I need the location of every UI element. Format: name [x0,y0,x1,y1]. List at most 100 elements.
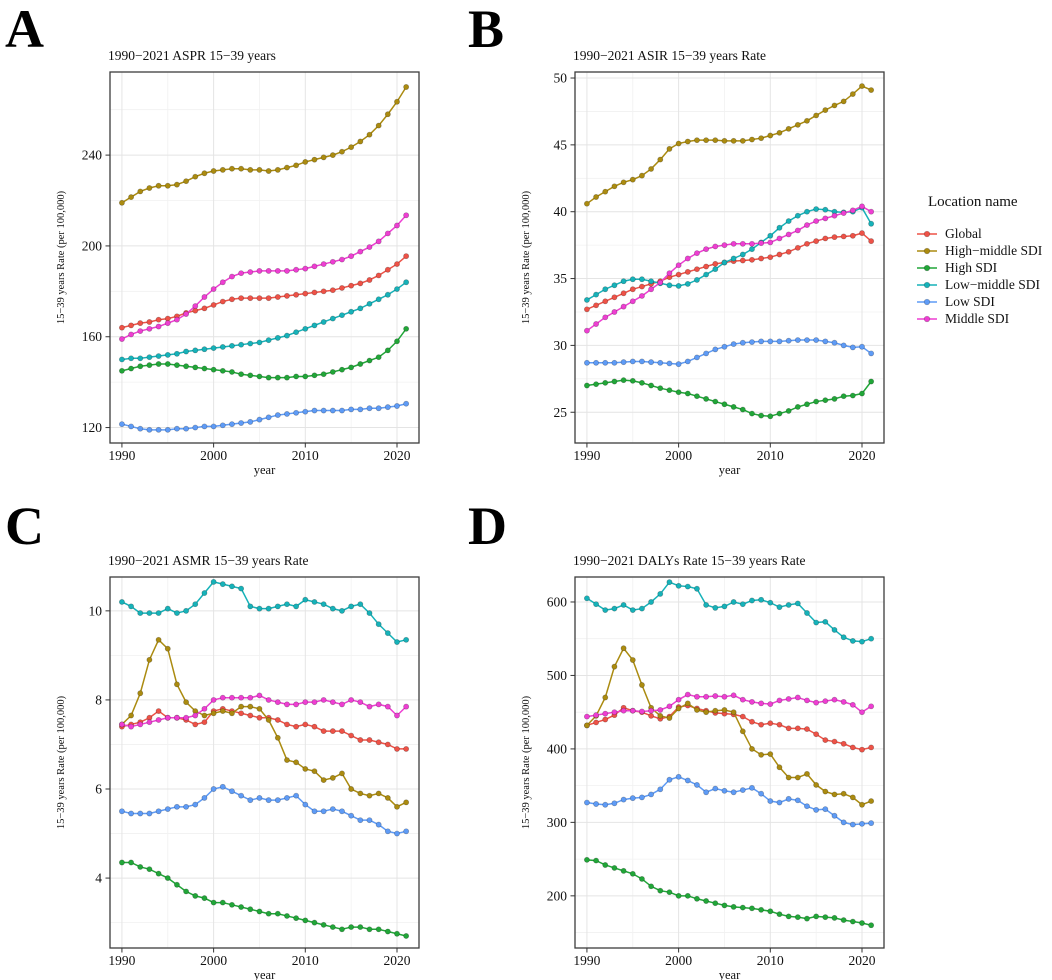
plot-area [110,577,419,948]
svg-text:2000: 2000 [665,448,692,463]
y-tick-labels: 25 30 35 40 45 50 [554,71,568,420]
legend-item-low-sdi: Low SDI [916,293,1052,310]
series-points-middle-sdi [118,212,410,342]
series-points-high-sdi [118,859,410,939]
legend-item-label: High SDI [945,259,998,275]
plot-border [109,71,420,444]
major-gridlines [110,72,419,443]
x-axis-label: year [254,463,276,477]
svg-text:2000: 2000 [665,953,692,968]
legend-key-icon [917,298,937,305]
legend-item-middle-sdi: Middle SDI [916,310,1052,327]
x-axis-label: year [719,463,741,477]
panel-title: 1990−2021 ASMR 15−39 years Rate [108,553,308,568]
legend-item-label: Global [945,225,982,241]
y-tick-labels: 120 160 200 240 [82,148,103,435]
plot-border [574,576,885,949]
plot-area [110,72,419,443]
series-points-low-sdi [583,773,875,828]
series-points-middle-sdi [583,691,875,720]
chart-asmr: 1990 2000 2010 2020 4 6 8 10 1990−2021 ASMR 15−3… [56,553,420,980]
svg-text:2020: 2020 [383,953,410,968]
legend-key-icon [917,315,937,322]
svg-text:45: 45 [554,137,568,152]
panel-d: D 1990 2000 2010 2020 200 300 400 500 600 1990−20… [465,497,930,980]
x-tick-labels: 1990 2000 2010 2020 [573,953,875,968]
series-points-high-sdi [583,377,875,420]
svg-text:40: 40 [554,204,568,219]
legend-key-icon [917,264,937,271]
legend-item-label: High−middle SDI [945,242,1043,258]
svg-text:10: 10 [89,603,103,618]
series-points-low-sdi [118,783,410,837]
svg-text:2010: 2010 [292,953,319,968]
y-tick-labels: 4 6 8 10 [89,603,103,885]
y-tick-labels: 200 300 400 500 600 [547,594,568,903]
panel-title: 1990−2021 DALYs Rate 15−39 years Rate [573,553,805,568]
panel-letter-b: B [468,0,505,59]
series-points-high-sdi [583,856,875,929]
axis-ticks [105,154,398,448]
svg-text:120: 120 [82,420,103,435]
y-axis-label: 15−39 years Rate (per 100,000) [56,695,67,829]
x-tick-labels: 1990 2000 2010 2020 [108,448,410,463]
svg-text:600: 600 [547,594,568,609]
series-points-middle-sdi [118,692,410,730]
legend-item-low-middle-sdi: Low−middle SDI [916,276,1052,293]
legend-key-icon [917,230,937,237]
svg-text:2020: 2020 [848,448,875,463]
x-tick-labels: 1990 2000 2010 2020 [108,953,410,968]
svg-text:2000: 2000 [200,953,227,968]
y-axis-label: 15−39 years Rate (per 100,000) [521,190,532,324]
legend-item-label: Low−middle SDI [945,276,1040,292]
svg-text:1990: 1990 [573,448,600,463]
svg-text:6: 6 [95,782,102,797]
svg-text:1990: 1990 [108,448,135,463]
minor-gridlines [575,577,884,948]
series-points-global [118,253,410,331]
svg-text:2020: 2020 [848,953,875,968]
svg-text:400: 400 [547,741,568,756]
chart-dalys: 1990 2000 2010 2020 200 300 400 500 600 1990−2021… [521,553,885,980]
legend: Location name Global High−middle SDI High … [916,194,1052,327]
major-gridlines [575,577,884,948]
svg-text:35: 35 [554,271,568,286]
y-axis-label: 15−39 years Rate (per 100,000) [56,190,67,324]
svg-text:240: 240 [82,148,103,163]
plot-border [109,576,420,949]
panel-title: 1990−2021 ASIR 15−39 years Rate [573,48,766,63]
legend-key-icon [917,281,937,288]
series-points-high-middle-sdi [583,83,875,207]
plot-area [575,72,884,443]
plot-border [574,71,885,444]
panel-letter-d: D [468,496,507,556]
svg-text:200: 200 [547,888,568,903]
svg-text:1990: 1990 [573,953,600,968]
svg-text:1990: 1990 [108,953,135,968]
axis-ticks [105,610,398,953]
svg-text:500: 500 [547,668,568,683]
minor-gridlines [110,577,419,948]
svg-text:2000: 2000 [200,448,227,463]
svg-text:8: 8 [95,692,102,707]
panel-c: C 1990 2000 2010 2020 4 6 8 10 1990−2021 ASMR 15… [0,497,465,980]
series-points-low-sdi [583,337,875,368]
legend-items: Global High−middle SDI High SDI Low−middle … [916,225,1052,327]
panel-letter-a: A [5,0,44,59]
x-axis-label: year [254,968,276,980]
panel-title: 1990−2021 ASPR 15−39 years [108,48,276,63]
chart-aspr: 1990 2000 2010 2020 120 160 200 240 1990−2021 AS… [56,48,420,477]
svg-text:30: 30 [554,338,568,353]
svg-text:4: 4 [95,871,102,886]
series-points-high-middle-sdi [583,645,875,808]
x-tick-labels: 1990 2000 2010 2020 [573,448,875,463]
series-points-low-middle-sdi [583,579,875,645]
axis-ticks [570,601,863,953]
legend-key-icon [917,247,937,254]
svg-text:25: 25 [554,405,568,420]
series-points-low-middle-sdi [118,578,410,645]
legend-item-high-sdi: High SDI [916,259,1052,276]
y-axis-label: 15−39 years Rate (per 100,000) [521,695,532,829]
legend-title: Location name [928,194,1018,210]
